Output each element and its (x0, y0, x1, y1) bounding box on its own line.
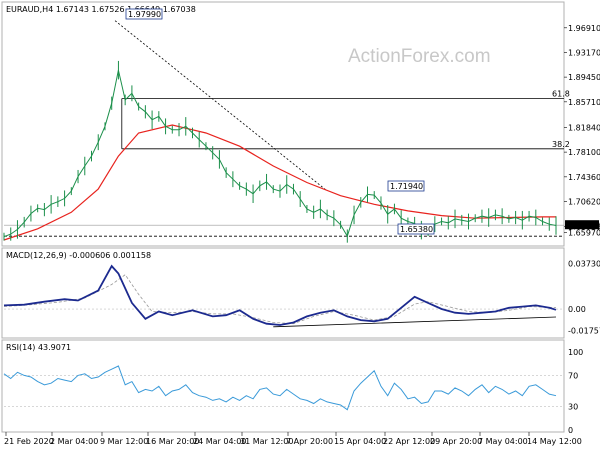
label-fib-382: 38.2 (552, 140, 570, 149)
price-y-tick-label: 1.93170 (568, 49, 600, 58)
x-tick-label: 24 Mar 04:00 (193, 437, 246, 446)
macd-panel-title: MACD(12,26,9) -0.000606 0.001158 (6, 251, 151, 260)
rsi-y-tick-label: 70 (568, 371, 578, 380)
x-tick-label: 2 Mar 04:00 (50, 437, 98, 446)
label-high-box (125, 8, 163, 20)
price-y-tick-label: 1.81840 (568, 123, 600, 132)
x-tick-label: 9 Mar 12:00 (100, 437, 148, 446)
label-swing-high-box (387, 180, 425, 192)
x-tick-label: 7 Apr 20:00 (286, 437, 333, 446)
y-axis-labels: 1.96910 1.93170 1.89450 1.85710 1.81840 1.781… (564, 24, 600, 435)
price-y-tick-label: 1.74360 (568, 173, 600, 182)
rsi-series-layer (3, 365, 564, 411)
macd-y-tick-label: 0.037301 (568, 259, 600, 268)
price-y-tick-label: 1.65970 (568, 228, 600, 237)
rsi-panel: RSI(14) 43.9071 (1, 339, 565, 433)
price-y-tick-label: 1.96910 (568, 24, 600, 33)
price-trendline (114, 20, 327, 191)
price-y-tick-label: 1.78100 (568, 148, 600, 157)
price-y-tick-label: 1.85710 (568, 98, 600, 107)
price-panel: ActionForex.com EURAUD,H4 1.67143 1.6752… (1, 1, 570, 247)
watermark-text: ActionForex.com (348, 46, 491, 67)
macd-signal-line (3, 274, 557, 325)
current-price-label: 1.67038 (567, 221, 600, 230)
x-tick-label: 7 May 04:00 (478, 437, 528, 446)
current-price-box (565, 220, 599, 230)
x-tick-label: 31 Mar 12:00 (240, 437, 293, 446)
price-line (3, 70, 557, 238)
x-tick-label: 16 Mar 20:00 (146, 437, 199, 446)
x-tick-label: 21 Feb 2020 (4, 437, 54, 446)
price-y-tick-label: 1.70620 (568, 198, 600, 207)
macd-y-tick-label: 0.00 (568, 305, 586, 314)
label-high: 1.97990 (128, 10, 161, 19)
macd-y-tick-label: -0.017577 (568, 327, 600, 336)
macd-line (3, 264, 557, 326)
price-annotations: 1.97990 1.71940 1.65380 61.8 38.2 (125, 8, 570, 235)
rsi-panel-title: RSI(14) 43.9071 (6, 343, 71, 352)
price-series-layer (3, 20, 564, 243)
label-swing-low-box (397, 223, 435, 235)
macd-series-layer (3, 264, 564, 328)
x-tick-label: 15 Apr 04:00 (334, 437, 386, 446)
x-tick-label: 22 Apr 12:00 (383, 437, 435, 446)
x-tick-label: 14 May 12:00 (527, 437, 582, 446)
rsi-line (3, 365, 557, 411)
rsi-y-tick-label: 0 (568, 426, 573, 435)
macd-trendline (273, 316, 557, 328)
x-tick-label: 29 Apr 20:00 (430, 437, 482, 446)
rsi-y-tick-label: 100 (568, 348, 583, 357)
label-fib-618: 61.8 (552, 90, 570, 99)
label-swing-low: 1.65380 (400, 225, 433, 234)
macd-panel: MACD(12,26,9) -0.000606 0.001158 (1, 247, 565, 339)
price-y-tick-label: 1.89450 (568, 73, 600, 82)
rsi-y-tick-label: 30 (568, 403, 578, 412)
label-swing-high: 1.71940 (390, 182, 423, 191)
price-panel-title: EURAUD,H4 1.67143 1.67526 1.66649 1.6703… (6, 5, 196, 14)
